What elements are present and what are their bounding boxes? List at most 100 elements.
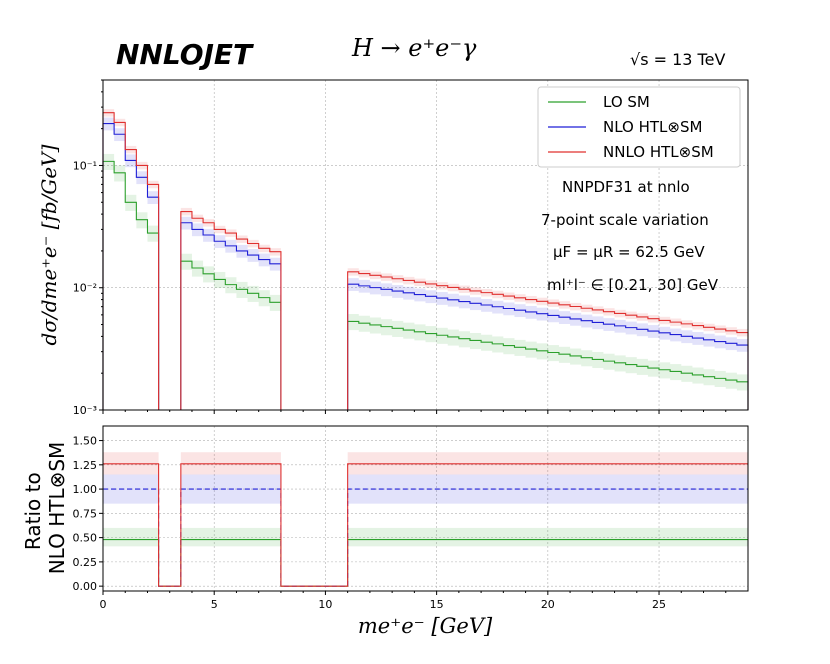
band-lo-16 xyxy=(369,317,382,334)
band-lo-43 xyxy=(670,364,682,381)
band-lo-15 xyxy=(358,315,370,332)
process-title: H → e⁺e⁻γ xyxy=(351,34,477,62)
ratio-y-tick-label-0.75: 0.75 xyxy=(73,507,98,520)
x-tick-label-15: 15 xyxy=(430,598,444,611)
band-lo-42 xyxy=(659,362,671,379)
band-lo-49 xyxy=(736,374,748,391)
ratio-band-lo-0 xyxy=(103,527,159,547)
top-y-axis-label: dσ/dme⁺e⁻ [fb/GeV] xyxy=(37,144,61,345)
band-lo-44 xyxy=(681,365,693,382)
ratio-y-ticks: 0.00 0.25 0.50 0.75 1.00 1.25 1.50 xyxy=(73,435,103,593)
band-lo-23 xyxy=(447,329,459,346)
top-lines xyxy=(102,112,749,410)
info-mass-range: ml⁺l⁻ ∈ [0.21, 30] GeV xyxy=(547,276,719,294)
band-lo-48 xyxy=(725,372,737,389)
band-lo-10 xyxy=(236,281,248,298)
band-lo-38 xyxy=(614,355,626,372)
ratio-x-ticks: 0 5 10 15 20 25 xyxy=(100,591,727,611)
info-scales: μF = μR = 62.5 GeV xyxy=(553,243,705,261)
band-lo-24 xyxy=(458,331,470,348)
top-y-tick-label-2: 10⁻¹ xyxy=(73,159,97,172)
top-x-ticks xyxy=(102,410,727,414)
band-lo-40 xyxy=(636,358,648,375)
top-y-tick-label-0: 10⁻³ xyxy=(73,404,97,417)
band-lo-8 xyxy=(214,271,226,289)
band-lo-36 xyxy=(592,351,604,369)
band-lo-5 xyxy=(180,253,192,270)
band-lo-39 xyxy=(625,357,637,374)
band-lo-19 xyxy=(403,322,415,339)
ratio-y-tick-label-1.25: 1.25 xyxy=(73,459,98,472)
ratio-band-lo-2 xyxy=(347,527,748,547)
band-lo-0 xyxy=(103,153,115,171)
x-tick-label-20: 20 xyxy=(541,598,555,611)
ratio-line-lo xyxy=(103,539,748,587)
band-lo-29 xyxy=(514,339,526,356)
band-lo-13 xyxy=(269,294,281,311)
energy-label: √s = 13 TeV xyxy=(630,50,725,69)
band-lo-3 xyxy=(136,212,148,229)
line-nnlo xyxy=(102,112,749,410)
ratio-y-tick-label-0.00: 0.00 xyxy=(73,580,98,593)
band-lo-1 xyxy=(114,165,126,182)
legend-nnlo-label: NNLO HTL⊗SM xyxy=(603,143,714,161)
band-lo-47 xyxy=(714,370,726,388)
top-panel: 10⁻³ 10⁻² 10⁻¹ xyxy=(73,79,749,417)
band-lo-33 xyxy=(558,346,571,363)
ratio-y-label-line-1: Ratio to xyxy=(21,472,45,550)
band-lo-34 xyxy=(570,348,582,365)
band-lo-37 xyxy=(603,353,615,370)
band-lo-20 xyxy=(414,324,426,341)
ratio-grid xyxy=(102,426,748,591)
line-lo xyxy=(102,160,749,410)
ratio-panel: 0.00 0.25 0.50 0.75 1.00 1.25 1.50 0 5 10 15 20 25 xyxy=(73,425,749,611)
info-pdf: NNPDF31 at nnlo xyxy=(562,178,690,196)
band-lo-12 xyxy=(258,290,270,307)
ratio-y-axis-label: Ratio to NLO HTL⊗SM xyxy=(21,442,69,575)
band-lo-45 xyxy=(692,367,704,384)
ratio-axes-frame xyxy=(102,425,749,592)
x-tick-label-10: 10 xyxy=(318,598,332,611)
top-axes-frame xyxy=(102,79,749,411)
band-lo-30 xyxy=(525,341,537,358)
ratio-y-label-line-2: NLO HTL⊗SM xyxy=(45,442,69,575)
band-lo-18 xyxy=(392,320,404,337)
band-lo-22 xyxy=(436,327,448,344)
x-tick-label-25: 25 xyxy=(652,598,666,611)
band-lo-41 xyxy=(647,360,660,377)
top-y-tick-label-1: 10⁻² xyxy=(73,282,97,295)
legend-nlo-label: NLO HTL⊗SM xyxy=(603,118,702,136)
brand-logo: NNLOJET xyxy=(116,38,254,71)
x-tick-label-5: 5 xyxy=(211,598,218,611)
ratio-line-nnlo xyxy=(103,463,748,587)
band-lo-35 xyxy=(581,350,593,367)
band-lo-27 xyxy=(492,336,504,353)
ratio-y-tick-label-0.25: 0.25 xyxy=(73,556,98,569)
line-nlo xyxy=(102,123,749,410)
band-lo-32 xyxy=(547,345,559,362)
top-y-ticks: 10⁻³ 10⁻² 10⁻¹ xyxy=(73,79,103,417)
x-tick-label-0: 0 xyxy=(100,598,107,611)
band-lo-2 xyxy=(125,194,137,211)
info-scale-variation: 7-point scale variation xyxy=(541,211,709,229)
ratio-bands xyxy=(103,452,748,547)
band-lo-7 xyxy=(203,266,215,283)
band-lo-17 xyxy=(381,319,393,336)
band-lo-11 xyxy=(247,285,259,302)
band-lo-31 xyxy=(536,343,548,360)
ratio-y-tick-label-0.50: 0.50 xyxy=(73,532,98,545)
band-lo-9 xyxy=(225,277,237,294)
band-lo-26 xyxy=(481,334,493,351)
ratio-y-tick-label-1.50: 1.50 xyxy=(73,435,98,448)
legend-lo-label: LO SM xyxy=(603,93,650,111)
band-lo-25 xyxy=(469,332,482,350)
legend-box xyxy=(537,86,741,168)
x-axis-label: me⁺e⁻ [GeV] xyxy=(358,614,493,638)
ratio-y-tick-label-1.00: 1.00 xyxy=(73,483,98,496)
ratio-lines xyxy=(103,463,748,587)
band-lo-4 xyxy=(147,225,159,242)
band-lo-46 xyxy=(703,369,715,386)
band-lo-28 xyxy=(503,338,515,355)
ratio-band-lo-1 xyxy=(180,527,281,547)
